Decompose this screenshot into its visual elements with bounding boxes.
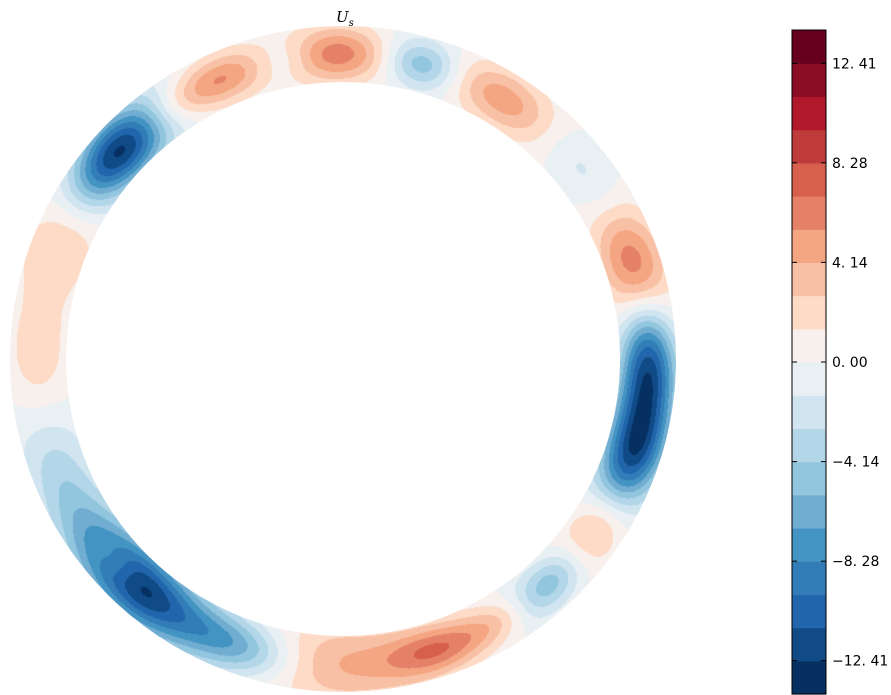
colorbar-band <box>792 660 826 695</box>
colorbar-bands <box>792 30 826 695</box>
colorbar-band <box>792 229 826 263</box>
colorbar-band <box>792 262 826 297</box>
colorbar-band <box>792 295 826 330</box>
colorbar: 12. 41 8. 28 4. 14 0. 00 −4. 14 −8. 28 −12. 41 <box>791 29 888 695</box>
colorbar-band <box>792 494 826 529</box>
colorbar-tick-label: 0. 00 <box>832 355 868 371</box>
colorbar-band <box>792 627 826 662</box>
colorbar-band <box>792 328 826 363</box>
colorbar-band <box>792 196 826 230</box>
title-subscript: s <box>349 18 354 29</box>
colorbar-tick-label: −8. 28 <box>832 554 879 570</box>
colorbar-tick-label: 4. 14 <box>832 255 868 271</box>
colorbar-band <box>792 362 826 396</box>
colorbar-band <box>792 162 826 197</box>
colorbar-tick-label: −4. 14 <box>832 455 879 471</box>
title-main: U <box>336 8 350 26</box>
svg-text:Us: Us <box>336 8 354 29</box>
colorbar-band <box>792 129 826 164</box>
colorbar-tick-label: −12. 41 <box>832 654 888 670</box>
colorbar-band <box>792 594 826 629</box>
colorbar-band <box>792 96 826 131</box>
colorbar-band <box>792 395 826 429</box>
colorbar-band <box>792 63 826 97</box>
colorbar-band <box>792 30 826 64</box>
colorbar-tick-label: 8. 28 <box>832 156 868 172</box>
colorbar-band <box>792 461 826 496</box>
colorbar-band <box>792 528 826 562</box>
colorbar-tick-label: 12. 41 <box>832 56 877 72</box>
colorbar-ticks: 12. 41 8. 28 4. 14 0. 00 −4. 14 −8. 28 −12. 41 <box>792 56 888 670</box>
colorbar-band <box>792 561 826 595</box>
colorbar-band <box>792 428 826 463</box>
plot-title: Us <box>336 8 354 29</box>
